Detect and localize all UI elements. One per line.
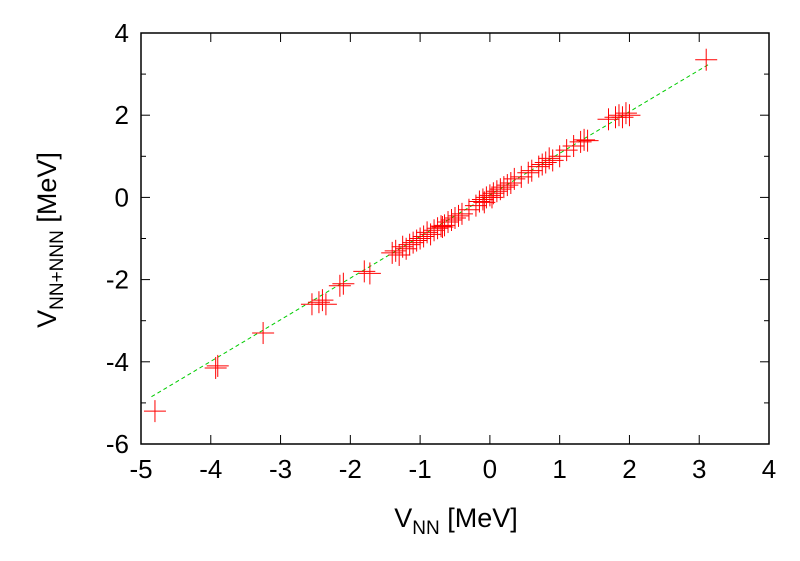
- y-axis-label: VNN+NNN [MeV]: [32, 152, 68, 328]
- data-point: [252, 322, 275, 345]
- x-tick-label: 4: [762, 454, 776, 484]
- y-tick-label: -2: [106, 265, 129, 295]
- y-tick-label: 0: [115, 182, 129, 212]
- data-point: [328, 274, 351, 297]
- data-point: [204, 356, 227, 379]
- data-points: [143, 48, 718, 423]
- x-tick-label: 2: [622, 454, 636, 484]
- data-point: [618, 104, 641, 127]
- x-tick-label: -4: [199, 454, 222, 484]
- data-point: [499, 172, 522, 195]
- data-point: [517, 161, 540, 184]
- y-tick-label: -4: [106, 347, 129, 377]
- data-point: [480, 186, 503, 209]
- data-point: [332, 272, 355, 295]
- x-tick-label: 0: [483, 454, 497, 484]
- x-tick-label: -1: [409, 454, 432, 484]
- x-tick-label: 1: [552, 454, 566, 484]
- x-tick-label: -2: [339, 454, 362, 484]
- data-point: [143, 400, 166, 423]
- data-point: [695, 48, 718, 71]
- y-tick-label: -6: [106, 429, 129, 459]
- y-tick-label: 4: [115, 18, 129, 48]
- y-tick-label: 2: [115, 100, 129, 130]
- data-point: [576, 129, 599, 152]
- tick-labels: -5 -4 -3 -2 -1 0 1 2 3 4 -6 -4 -2 0 2 4: [106, 18, 776, 484]
- data-point: [447, 204, 470, 227]
- data-point: [614, 102, 637, 125]
- x-axis-label: VNN [MeV]: [394, 503, 518, 539]
- data-point: [206, 354, 229, 377]
- data-point: [314, 293, 337, 316]
- x-tick-label: -3: [269, 454, 292, 484]
- data-point: [358, 262, 381, 285]
- data-point: [311, 289, 334, 312]
- data-point: [538, 147, 561, 170]
- x-tick-label: -5: [129, 454, 152, 484]
- x-tick-label: 3: [692, 454, 706, 484]
- plot-frame: [140, 32, 770, 445]
- data-point: [353, 260, 376, 283]
- data-point: [573, 128, 596, 151]
